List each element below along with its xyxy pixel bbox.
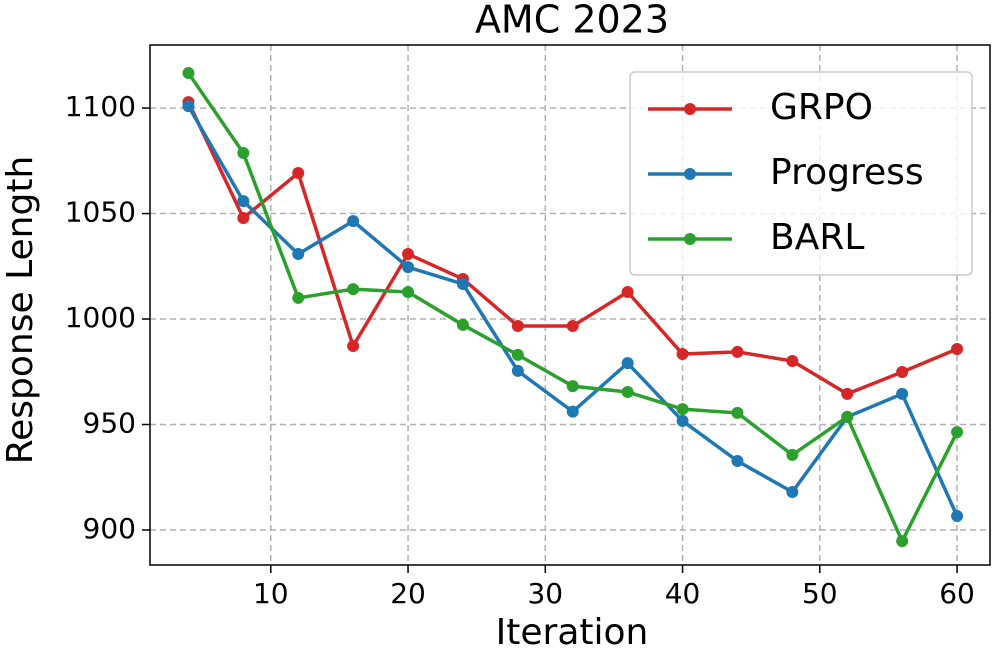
legend-marker [684,233,696,245]
point [786,355,799,368]
legend-label: Progress [770,152,924,193]
x-tick-label: 20 [390,577,426,610]
point [347,340,360,353]
point [731,345,744,358]
point [951,426,964,439]
point [456,318,469,331]
point [292,248,305,261]
y-tick-label: 950 [83,407,136,440]
legend-label: BARL [770,217,864,258]
point [566,319,579,332]
point [676,348,689,361]
x-axis-label: Iteration [496,612,649,653]
point [402,261,415,274]
point [676,403,689,416]
point [896,387,909,400]
point [347,283,360,296]
point [402,286,415,299]
point [951,342,964,355]
legend-label: GRPO [770,87,873,128]
point [182,100,195,113]
point [237,211,250,224]
x-tick-label: 60 [939,577,975,610]
x-tick-label: 10 [253,577,289,610]
point [731,406,744,419]
point [292,291,305,304]
y-tick-label: 1100 [65,90,136,123]
plot-frame [149,44,991,566]
point [676,414,689,427]
point [841,387,854,400]
point [896,535,909,548]
point [347,215,360,228]
point [786,486,799,499]
point [237,147,250,160]
point [621,357,634,370]
y-tick-label: 1000 [65,301,136,334]
point [621,286,634,299]
point [511,348,524,361]
legend-marker [684,168,696,180]
point [402,248,415,261]
point [456,278,469,291]
point [292,167,305,180]
point [182,67,195,80]
legend-marker [684,103,696,115]
point [511,364,524,377]
legend: GRPO Progress BARL [629,71,973,276]
x-tick-label: 40 [665,577,701,610]
point [566,405,579,418]
point [951,510,964,523]
point [731,455,744,467]
y-tick-label: 1050 [65,196,136,229]
point [896,365,909,378]
x-tick-label: 50 [802,577,838,610]
y-tick-label: 900 [83,512,136,545]
point [621,386,634,399]
chart-title: AMC 2023 [475,0,669,42]
point [786,448,799,461]
point [511,319,524,332]
point [237,195,250,208]
legend-box [629,71,973,276]
x-tick-label: 30 [527,577,563,610]
point [841,410,854,423]
point [566,380,579,393]
y-axis-label: Response Length [0,156,41,465]
